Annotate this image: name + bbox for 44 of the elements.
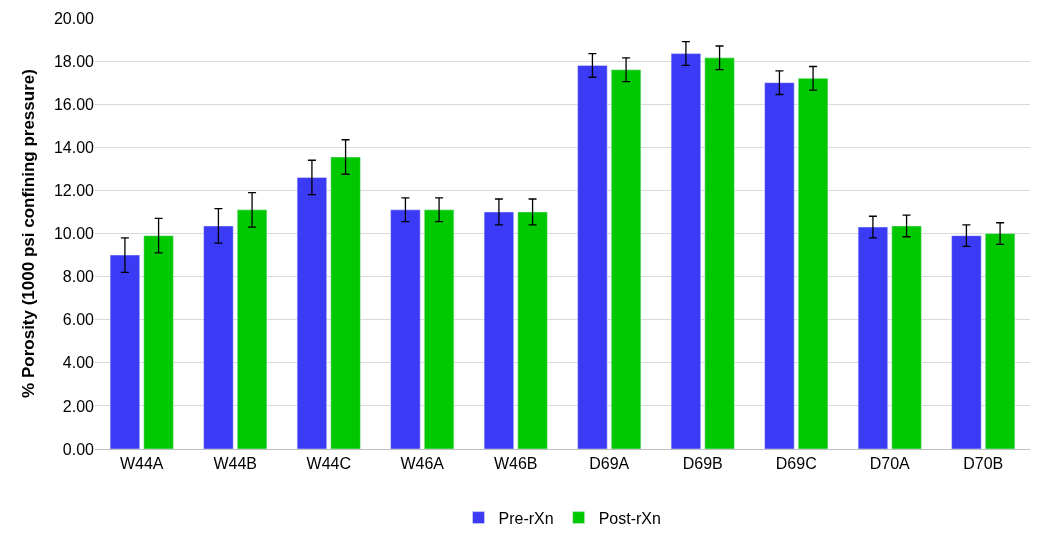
y-tick-label: 20.00 (53, 9, 95, 27)
y-tick-label: 16.00 (53, 95, 95, 113)
y-tick-label: 8.00 (62, 268, 95, 286)
bar (424, 209, 455, 449)
x-tick-label: D69B (682, 455, 723, 473)
y-tick-label: 4.00 (62, 354, 95, 372)
x-tick-label: W46B (493, 455, 538, 473)
bar (483, 211, 514, 449)
bar (237, 209, 268, 449)
x-tick-label: W44C (306, 455, 351, 473)
x-tick-label: D69A (589, 455, 630, 473)
legend-label: Post-rXn (598, 509, 661, 527)
bar (951, 235, 982, 449)
bar (109, 254, 140, 449)
y-tick-label: 14.00 (53, 138, 95, 156)
bar (390, 209, 421, 449)
y-tick-label: 2.00 (62, 397, 95, 415)
y-tick-label: 0.00 (62, 440, 95, 458)
x-tick-label: W46A (400, 455, 445, 473)
bar (330, 156, 361, 449)
y-tick-label: 12.00 (53, 182, 95, 199)
bar (891, 225, 922, 449)
x-tick-label: W44B (213, 455, 258, 473)
bar (985, 233, 1016, 449)
x-tick-label: D70B (963, 455, 1004, 473)
bar (143, 235, 174, 449)
x-tick-label: D70A (869, 455, 911, 473)
bar (517, 211, 548, 449)
x-tick-label: D69C (775, 455, 817, 473)
y-tick-label: 10.00 (53, 225, 95, 243)
legend-label: Pre-rXn (498, 509, 554, 527)
bar (296, 177, 327, 449)
bar (764, 82, 795, 449)
bar (704, 57, 735, 449)
bar (670, 53, 701, 449)
y-axis-title: % Porosity (1000 psi confining pressure) (18, 69, 38, 398)
bar (577, 65, 608, 449)
x-tick-label: W44A (119, 455, 164, 473)
y-tick-label: 6.00 (62, 311, 95, 329)
bar (857, 226, 888, 449)
bar (798, 78, 829, 449)
y-tick-label: 18.00 (53, 52, 95, 70)
bar (203, 225, 234, 449)
bar (611, 69, 642, 449)
